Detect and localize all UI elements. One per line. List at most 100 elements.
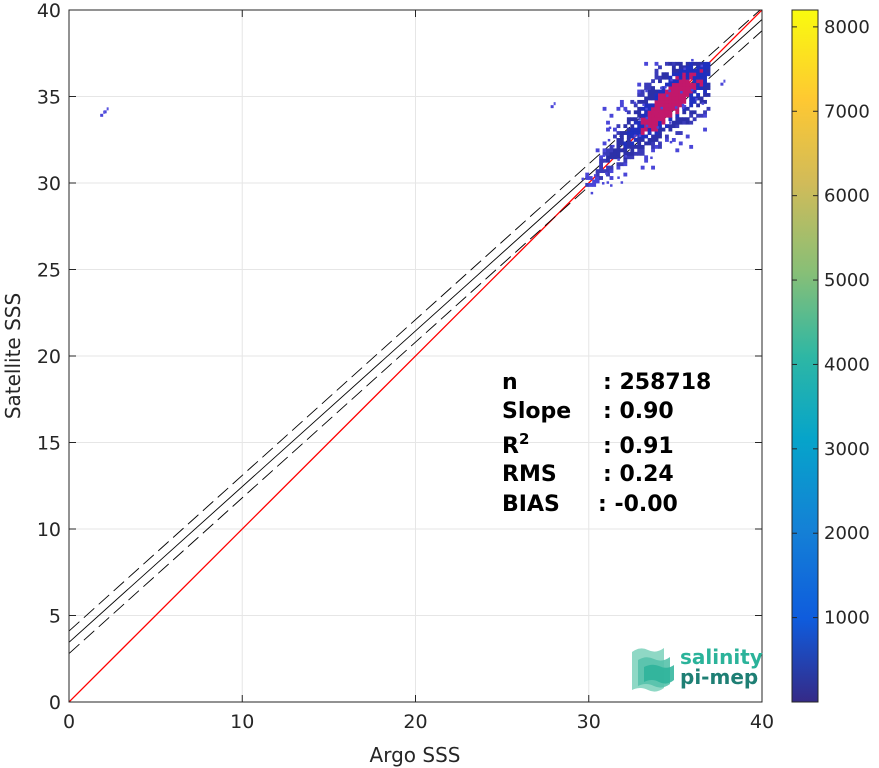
- density-cell: [661, 75, 666, 80]
- density-cell-sparse: [695, 97, 698, 101]
- y-tick-label: 40: [37, 0, 61, 22]
- density-cell: [703, 86, 707, 90]
- density-cell-sparse: [617, 176, 620, 179]
- density-cell: [633, 110, 638, 115]
- density-cell: [616, 155, 621, 160]
- density-cell: [671, 138, 676, 142]
- density-cell: [626, 144, 631, 149]
- density-cell: [671, 86, 676, 90]
- density-cell: [703, 113, 707, 118]
- density-cell: [647, 124, 652, 129]
- density-cell: [675, 120, 680, 125]
- density-cell: [651, 127, 655, 132]
- density-cell: [678, 117, 683, 122]
- density-cell: [689, 96, 694, 101]
- density-cell: [633, 120, 638, 125]
- density-cell: [599, 165, 604, 170]
- density-cell: [661, 117, 666, 122]
- density-cell: [602, 169, 607, 174]
- density-cell: [699, 65, 704, 70]
- density-cell: [644, 120, 649, 125]
- density-cell: [699, 61, 704, 66]
- density-cell: [592, 183, 597, 187]
- density-cell: [671, 79, 676, 84]
- density-cell-sparse: [617, 158, 620, 161]
- density-cell: [689, 89, 694, 94]
- density-cell: [654, 75, 659, 80]
- density-cell: [616, 124, 621, 129]
- density-cell: [703, 65, 707, 70]
- density-cell: [658, 134, 662, 139]
- density-cell: [696, 68, 701, 73]
- density-cell: [678, 99, 683, 104]
- density-cell: [682, 86, 687, 90]
- density-cell: [637, 127, 642, 132]
- density-cell: [637, 99, 642, 104]
- density-cell: [664, 124, 669, 129]
- density-cell: [626, 155, 631, 160]
- density-cell: [651, 113, 655, 118]
- density-cell: [678, 96, 683, 101]
- density-cell: [651, 138, 655, 142]
- density-cells: [100, 58, 726, 195]
- density-cell: [613, 127, 617, 132]
- density-cell: [644, 96, 649, 101]
- fit-lower-bound: [69, 30, 762, 654]
- density-cell: [637, 113, 642, 118]
- density-cell: [599, 176, 604, 180]
- density-cell: [637, 141, 642, 146]
- density-cell: [685, 106, 690, 111]
- density-cell: [630, 155, 635, 160]
- density-cell: [644, 110, 649, 115]
- density-cell: [654, 138, 659, 142]
- density-cell: [640, 124, 645, 129]
- density-cell: [619, 148, 624, 153]
- stat-value: : 258718: [603, 370, 711, 395]
- density-cell: [658, 110, 662, 115]
- density-cell: [661, 103, 666, 108]
- density-cell: [630, 134, 635, 139]
- density-cell: [658, 99, 662, 104]
- density-cell: [678, 68, 683, 73]
- density-cell: [692, 82, 697, 87]
- density-cell: [696, 72, 701, 77]
- density-cell: [609, 155, 614, 160]
- density-cell: [696, 75, 701, 80]
- density-cell: [647, 120, 652, 125]
- density-cell: [668, 113, 673, 118]
- density-cell: [692, 72, 697, 77]
- density-cell: [664, 103, 669, 108]
- density-cell: [689, 93, 694, 97]
- density-cell: [685, 61, 690, 66]
- colorbar: 1000 2000 3000 4000 5000 6000 7000 8000: [791, 9, 870, 703]
- density-cell: [609, 169, 614, 174]
- density-cell: [664, 72, 669, 77]
- density-cell: [623, 144, 628, 149]
- density-cell: [651, 110, 655, 115]
- logo-line2: pi-mep: [680, 665, 758, 689]
- density-cell: [675, 131, 680, 135]
- density-cell-sparse: [593, 174, 597, 177]
- density-cell: [658, 106, 662, 111]
- density-cell-sparse: [601, 182, 605, 185]
- density-cell: [626, 120, 631, 125]
- y-tick-label: 0: [49, 692, 61, 714]
- outlier-point: [720, 82, 724, 86]
- density-cell: [658, 75, 662, 80]
- density-cell: [647, 138, 652, 142]
- density-cell: [685, 75, 690, 80]
- density-cell: [661, 93, 666, 97]
- stat-label: BIAS: [502, 492, 560, 517]
- density-cell-sparse: [624, 109, 628, 112]
- y-tick-label: 35: [37, 87, 61, 109]
- density-cell: [626, 151, 631, 156]
- density-cell: [671, 65, 676, 70]
- density-cell: [675, 99, 680, 104]
- density-cell: [682, 110, 687, 115]
- density-cell: [664, 113, 669, 118]
- density-cell: [664, 89, 669, 94]
- x-tick-label: 40: [750, 711, 774, 733]
- density-cell: [668, 93, 673, 97]
- density-cell: [668, 82, 673, 87]
